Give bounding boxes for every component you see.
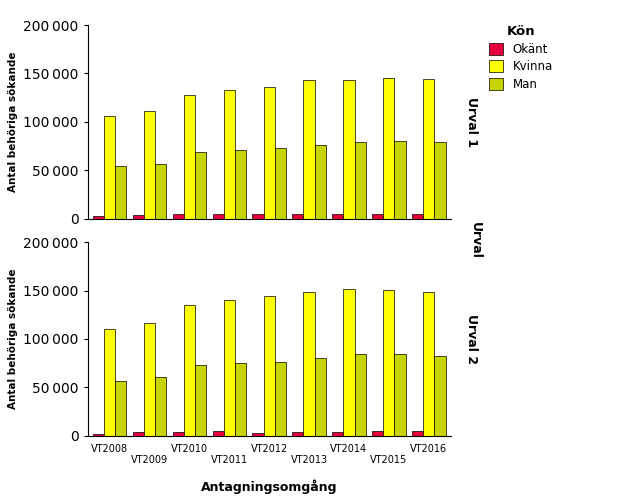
Bar	[304, 292, 315, 436]
Bar	[144, 323, 155, 436]
Bar	[93, 434, 104, 436]
Bar	[315, 145, 326, 219]
Bar	[133, 215, 144, 219]
Bar	[354, 142, 366, 219]
Bar	[173, 432, 184, 436]
Bar	[104, 329, 115, 436]
Bar	[144, 111, 155, 219]
Bar	[115, 381, 126, 436]
Bar	[372, 213, 383, 219]
Bar	[275, 148, 286, 219]
Bar	[354, 355, 366, 436]
Text: VT2015: VT2015	[370, 455, 408, 465]
Text: VT2016: VT2016	[410, 443, 448, 453]
Bar	[155, 164, 167, 219]
Bar	[394, 355, 406, 436]
Bar	[292, 432, 304, 436]
Bar	[252, 433, 264, 436]
Text: VT2011: VT2011	[211, 455, 248, 465]
Bar	[184, 305, 195, 436]
Bar	[93, 216, 104, 219]
Y-axis label: Antal behöriga sökande: Antal behöriga sökande	[8, 269, 18, 409]
Bar	[434, 356, 446, 436]
Bar	[223, 90, 235, 219]
Text: Urval: Urval	[470, 222, 482, 259]
Text: VT2009: VT2009	[131, 455, 168, 465]
Bar	[372, 431, 383, 436]
Bar	[235, 363, 246, 436]
Bar	[344, 80, 354, 219]
Bar	[275, 362, 286, 436]
Bar	[184, 95, 195, 219]
Bar	[115, 165, 126, 219]
Bar	[195, 152, 206, 219]
Text: VT2008: VT2008	[91, 443, 128, 453]
Text: VT2012: VT2012	[250, 443, 288, 453]
Bar	[412, 213, 423, 219]
Bar	[304, 80, 315, 219]
Bar	[344, 289, 354, 436]
Bar	[104, 116, 115, 219]
Legend: Okänt, Kvinna, Man: Okänt, Kvinna, Man	[486, 21, 557, 95]
X-axis label: Antagningsomgång: Antagningsomgång	[201, 479, 337, 494]
Bar	[423, 79, 434, 219]
Bar	[173, 214, 184, 219]
Bar	[264, 297, 275, 436]
Bar	[133, 432, 144, 436]
Bar	[252, 214, 264, 219]
Text: Urval 2: Urval 2	[465, 314, 478, 364]
Bar	[195, 365, 206, 436]
Bar	[292, 214, 304, 219]
Bar	[423, 292, 434, 436]
Bar	[264, 87, 275, 219]
Bar	[223, 300, 235, 436]
Bar	[315, 358, 326, 436]
Y-axis label: Antal behöriga sökande: Antal behöriga sökande	[8, 52, 18, 192]
Bar	[383, 290, 394, 436]
Bar	[235, 150, 246, 219]
Bar	[212, 213, 223, 219]
Bar	[394, 141, 406, 219]
Bar	[212, 430, 223, 436]
Text: VT2014: VT2014	[331, 443, 367, 453]
Bar	[412, 430, 423, 436]
Bar	[434, 142, 446, 219]
Bar	[332, 214, 344, 219]
Bar	[332, 431, 344, 436]
Bar	[155, 377, 167, 436]
Text: VT2013: VT2013	[290, 455, 327, 465]
Text: VT2010: VT2010	[171, 443, 208, 453]
Bar	[383, 78, 394, 219]
Text: Urval 1: Urval 1	[465, 97, 478, 147]
